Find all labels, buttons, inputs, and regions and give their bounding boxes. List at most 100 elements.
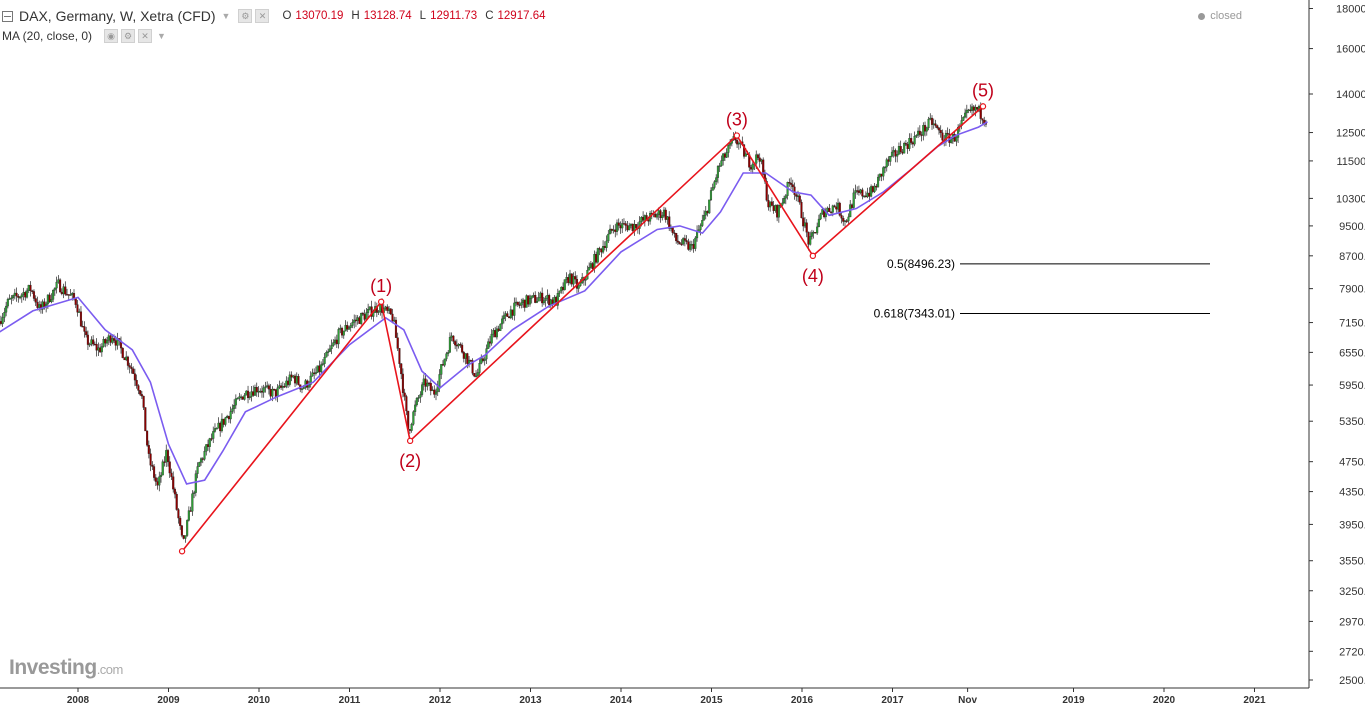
candle-up (250, 391, 253, 397)
candle-down (673, 232, 676, 234)
candle-down (227, 416, 230, 420)
candle-down (267, 385, 270, 390)
candle-down (600, 249, 603, 253)
candle-down (749, 167, 753, 170)
y-tick-label: 12500.00 (1336, 128, 1365, 140)
candle-down (603, 246, 606, 248)
candle-up (292, 375, 295, 378)
collapse-icon[interactable] (2, 10, 13, 22)
candle-up (852, 192, 855, 208)
candle-up (440, 364, 443, 375)
status-dot-icon (1198, 12, 1206, 20)
wave-point[interactable] (733, 132, 741, 139)
candle-down (687, 241, 690, 250)
high-value: 13128.74 (363, 10, 412, 22)
candle-up (483, 358, 486, 361)
candle-down (206, 444, 210, 447)
candle-up (892, 150, 895, 153)
candle-down (972, 106, 975, 111)
candle-up (708, 199, 711, 214)
candle-down (833, 205, 836, 208)
candle-up (722, 153, 725, 161)
remove-icon[interactable]: ✕ (255, 9, 270, 23)
candle-up (558, 290, 561, 294)
y-tick-label: 5350.00 (1339, 416, 1365, 428)
candle-down (273, 388, 276, 391)
candle-down (109, 335, 112, 343)
candle-up (316, 365, 319, 373)
chevron-down-icon[interactable]: ▼ (157, 31, 166, 41)
elliott-wave-line[interactable] (181, 105, 984, 552)
y-tick-label: 14000.00 (1336, 89, 1365, 101)
x-tick-label: 2010 (248, 695, 271, 706)
candle-down (201, 458, 204, 460)
investing-logo: Investing.com (9, 656, 123, 679)
candle-up (62, 286, 65, 295)
wave-point[interactable] (809, 252, 817, 260)
candle-up (769, 201, 772, 208)
fib-level-label: 0.618(7343.01) (874, 307, 955, 321)
candle-up (615, 222, 619, 232)
candle-up (351, 322, 354, 326)
candle-up (262, 387, 265, 393)
candle-down (614, 229, 617, 232)
candle-down (635, 224, 638, 228)
candle-down (274, 389, 277, 398)
candle-up (57, 279, 60, 283)
x-tick-label: 2009 (157, 695, 180, 706)
wave-point[interactable] (377, 298, 385, 306)
wave-label: (1) (370, 276, 392, 296)
candle-up (809, 236, 812, 245)
candle-down (179, 517, 182, 526)
candle-up (243, 394, 246, 400)
y-tick-label: 18000.00 (1336, 4, 1365, 16)
candle-down (313, 372, 316, 374)
candle-up (325, 352, 328, 358)
candle-down (654, 213, 657, 218)
candle-up (50, 299, 53, 303)
indicator-label[interactable]: MA (20, close, 0) (2, 29, 93, 43)
chevron-down-icon[interactable]: ▼ (221, 11, 231, 21)
candle-down (31, 290, 34, 292)
candle-up (666, 216, 669, 220)
candle-up (812, 232, 815, 234)
candle-up (831, 205, 834, 213)
candle-up (655, 214, 659, 218)
candle-up (158, 476, 161, 486)
candle-down (67, 294, 70, 296)
candle-up (917, 130, 920, 136)
candle-down (800, 202, 803, 219)
candle-down (664, 209, 667, 220)
candle-up (744, 153, 747, 157)
candle-up (525, 295, 528, 308)
candle-down (424, 378, 427, 387)
candle-up (955, 137, 958, 142)
candle-up (18, 296, 22, 299)
settings-icon[interactable]: ⚙ (238, 9, 253, 23)
candle-down (668, 216, 671, 229)
candle-down (180, 525, 183, 536)
candle-down (469, 359, 472, 362)
wave-point[interactable] (178, 548, 186, 555)
candle-down (93, 343, 96, 346)
remove-icon[interactable]: ✕ (138, 29, 153, 43)
candle-up (165, 450, 168, 463)
eye-icon[interactable]: ◉ (104, 29, 119, 43)
candle-up (431, 389, 434, 392)
candle-down (518, 304, 521, 306)
candle-up (727, 145, 730, 153)
candle-up (589, 263, 592, 268)
candle-down (466, 353, 469, 364)
settings-icon[interactable]: ⚙ (121, 29, 136, 43)
candle-up (476, 372, 479, 377)
symbol-title[interactable]: DAX, Germany, W, Xetra (CFD) (19, 8, 216, 24)
candle-up (563, 279, 566, 290)
candle-down (923, 125, 927, 132)
candle-up (295, 376, 298, 384)
y-tick-label: 9500.00 (1339, 221, 1365, 233)
candle-up (502, 315, 505, 320)
wave-point[interactable] (406, 437, 414, 445)
wave-point[interactable] (979, 103, 987, 110)
candle-up (13, 292, 16, 296)
